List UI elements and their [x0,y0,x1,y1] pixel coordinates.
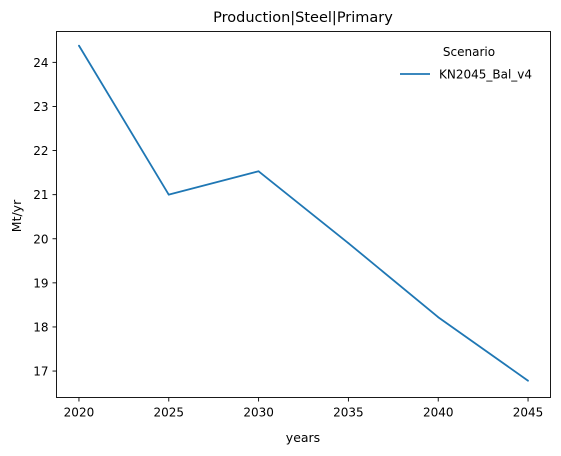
data-point [257,170,260,173]
chart-title: Production|Steel|Primary [213,10,393,26]
data-point [437,316,440,319]
legend-label: KN2045_Bal_v4 [439,68,532,82]
series-line [78,45,529,382]
legend-entries: KN2045_Bal_v4 [400,68,532,82]
data-point [527,379,529,382]
x-axis-label: years [286,430,320,445]
x-tick-label: 2035 [333,406,364,420]
data-point [167,193,170,196]
y-axis-label: Mt/yr [9,199,24,232]
y-tick-label: 18 [33,320,48,334]
plot-area: 2020 2025 2030 2035 2040 2045 17 18 19 20 21 22 23 2… [33,31,551,420]
series-layer [78,44,529,382]
x-tick-label: 2040 [423,406,454,420]
y-tick-label: 21 [33,188,48,202]
x-axis: 2020 2025 2030 2035 2040 2045 [64,397,544,420]
y-tick-label: 20 [33,232,48,246]
legend-title: Scenario [443,45,495,59]
y-tick-label: 23 [33,100,48,114]
data-point [78,44,80,47]
data-point [347,242,350,245]
legend: Scenario KN2045_Bal_v4 [400,45,532,82]
y-tick-label: 22 [33,144,48,158]
x-tick-label: 2030 [243,406,274,420]
x-tick-label: 2045 [513,406,544,420]
y-tick-label: 24 [33,56,48,70]
x-tick-label: 2025 [153,406,184,420]
x-tick-label: 2020 [64,406,95,420]
y-tick-label: 17 [33,365,48,379]
y-tick-label: 19 [33,276,48,290]
y-axis: 17 18 19 20 21 22 23 24 [33,56,57,379]
plot-frame [56,31,551,398]
